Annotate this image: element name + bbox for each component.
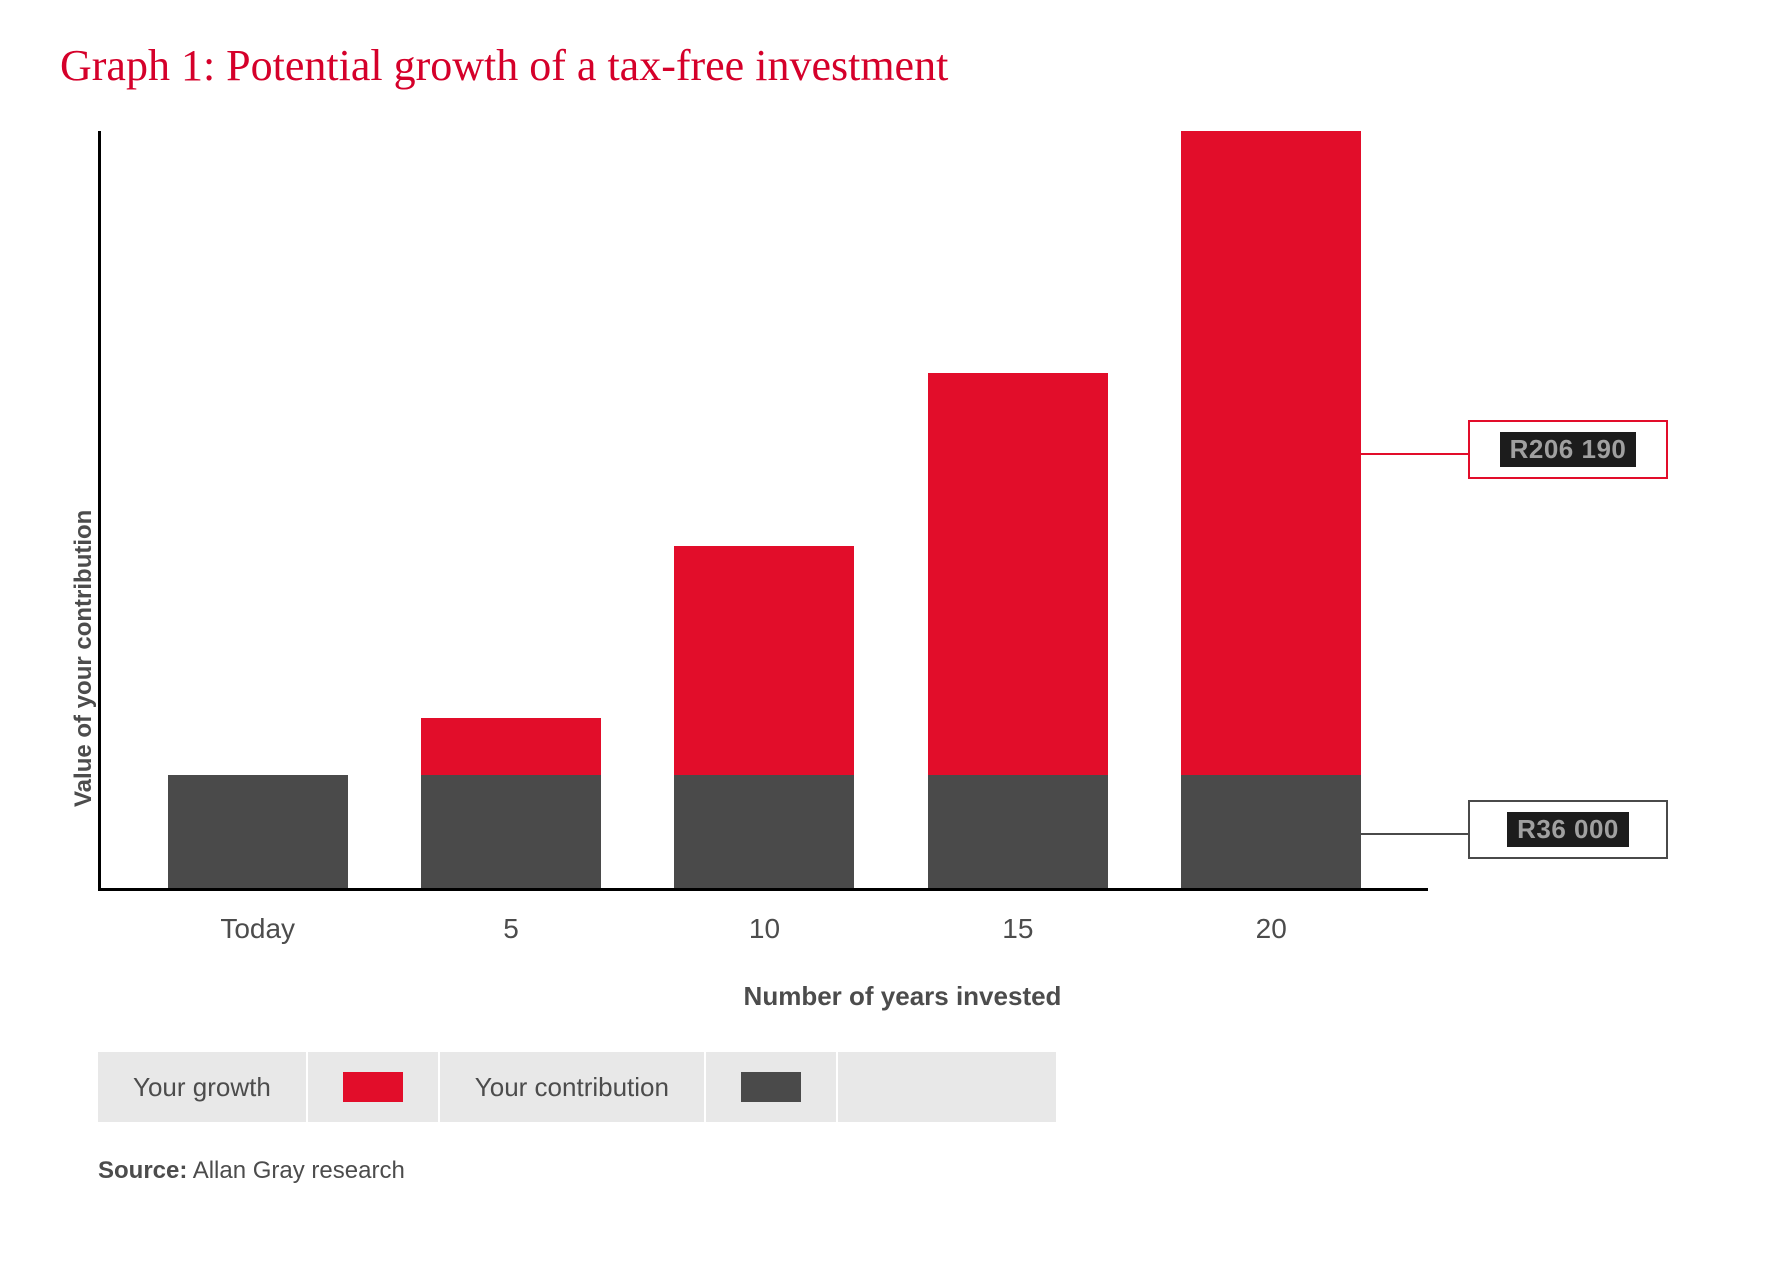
y-axis-label: Value of your contribution bbox=[60, 131, 98, 1185]
bar-segment-growth bbox=[674, 546, 854, 775]
source-line: Source: Allan Gray research bbox=[98, 1157, 1707, 1185]
x-tick-label: 10 bbox=[749, 913, 780, 945]
bar-segment-contribution bbox=[168, 775, 348, 888]
legend-item-swatch bbox=[706, 1052, 838, 1122]
callout-box: R206 190 bbox=[1468, 420, 1668, 479]
x-tick-label: 5 bbox=[503, 913, 519, 945]
bar-segment-growth bbox=[928, 373, 1108, 775]
legend: Your growth Your contribution bbox=[98, 1052, 1056, 1122]
bar-segment-growth bbox=[1181, 131, 1361, 775]
legend-item-label: Your contribution bbox=[440, 1052, 706, 1122]
bar-segment-contribution bbox=[421, 775, 601, 888]
source-text: Allan Gray research bbox=[193, 1157, 405, 1184]
bar-segment-contribution bbox=[674, 775, 854, 888]
bar-group: 5 bbox=[421, 131, 601, 888]
bar-group: 15 bbox=[928, 131, 1108, 888]
chart-plot-area: R206 190R36 000 Today5101520 bbox=[98, 131, 1428, 891]
bar-segment-contribution bbox=[1181, 775, 1361, 888]
bar-segment-contribution bbox=[928, 775, 1108, 888]
legend-item-label: Your growth bbox=[98, 1052, 308, 1122]
x-axis-label: Number of years invested bbox=[98, 981, 1707, 1012]
x-tick-label: Today bbox=[220, 913, 295, 945]
bar-group: 10 bbox=[674, 131, 854, 888]
callout-leader bbox=[1361, 453, 1468, 455]
legend-item-swatch bbox=[308, 1052, 440, 1122]
bar-group: Today bbox=[168, 131, 348, 888]
callout-value: R36 000 bbox=[1507, 812, 1629, 847]
callout-box: R36 000 bbox=[1468, 800, 1668, 859]
x-tick-label: 15 bbox=[1002, 913, 1033, 945]
x-tick-label: 20 bbox=[1256, 913, 1287, 945]
source-label: Source: bbox=[98, 1157, 187, 1184]
chart-container: Value of your contribution R206 190 R36 0… bbox=[60, 131, 1707, 1185]
callout-value: R206 190 bbox=[1500, 432, 1637, 467]
callout-leader bbox=[1361, 833, 1468, 835]
bar-segment-growth bbox=[421, 718, 601, 775]
bar-group: 20 bbox=[1181, 131, 1361, 888]
chart-title: Graph 1: Potential growth of a tax-free … bbox=[60, 40, 1707, 91]
